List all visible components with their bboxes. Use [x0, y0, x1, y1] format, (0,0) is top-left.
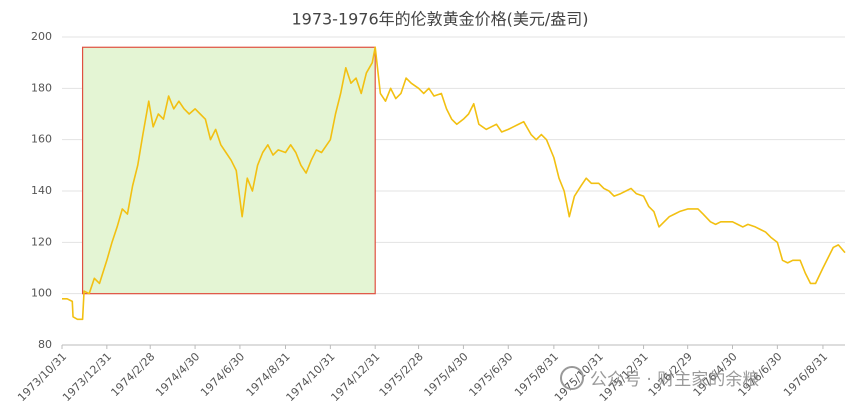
x-tick-label: 1976/8/31 [781, 350, 830, 399]
y-tick-label: 80 [38, 338, 52, 351]
watermark: 公众号 · 财主家的余粮 [590, 370, 759, 390]
price-line [62, 46, 846, 321]
x-tick-label: 1973/12/31 [60, 350, 114, 404]
y-tick-label: 100 [31, 287, 52, 300]
x-tick-label: 1974/4/30 [153, 350, 202, 399]
chart-title: 1973-1976年的伦敦黄金价格(美元/盎司) [291, 10, 588, 29]
x-tick-label: 1974/2/28 [108, 350, 157, 399]
watermark-group: 公众号 · 财主家的余粮 [560, 366, 759, 390]
x-tick-label: 1975/6/30 [466, 350, 515, 399]
x-tick-label: 1975/2/28 [377, 350, 426, 399]
y-tick-label: 180 [31, 81, 52, 94]
x-tick-label: 1974/6/30 [198, 350, 247, 399]
highlight-region [81, 46, 376, 295]
watermark-icon [560, 366, 584, 390]
x-tick-label: 1974/12/31 [328, 350, 382, 404]
y-tick-label: 200 [31, 30, 52, 43]
y-tick-label: 120 [31, 235, 52, 248]
y-tick-label: 140 [31, 184, 52, 197]
y-tick-label: 160 [31, 133, 52, 146]
x-tick-label: 1975/4/30 [422, 350, 471, 399]
